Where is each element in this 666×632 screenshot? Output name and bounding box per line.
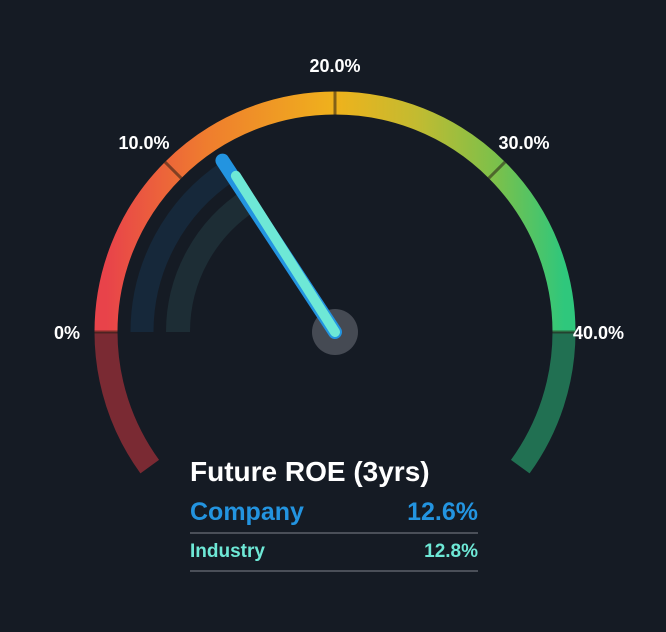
legend-title: Future ROE (3yrs): [190, 456, 430, 487]
tick-mark: [487, 160, 507, 180]
industry-track-arc: [166, 189, 258, 333]
tick-label: 30.0%: [498, 133, 549, 153]
legend-row-company: Company 12.6%: [190, 492, 478, 534]
tick-label: 10.0%: [118, 133, 169, 153]
industry-needle: [230, 170, 340, 337]
below-min-arc: [94, 331, 160, 474]
industry-label: Industry: [190, 541, 265, 562]
tick-label: 0%: [54, 323, 80, 343]
legend-row-industry: Industry 12.8%: [190, 534, 478, 572]
company-label: Company: [190, 497, 304, 526]
tick-mark: [163, 160, 183, 180]
industry-value: 12.8%: [424, 541, 478, 562]
legend: Future ROE (3yrs) Company 12.6% Industry…: [190, 452, 478, 572]
tick-label: 20.0%: [309, 56, 360, 76]
above-max-arc: [510, 331, 576, 474]
company-track-arc: [130, 161, 236, 333]
tick-label: 40.0%: [573, 323, 624, 343]
company-value: 12.6%: [407, 497, 478, 526]
